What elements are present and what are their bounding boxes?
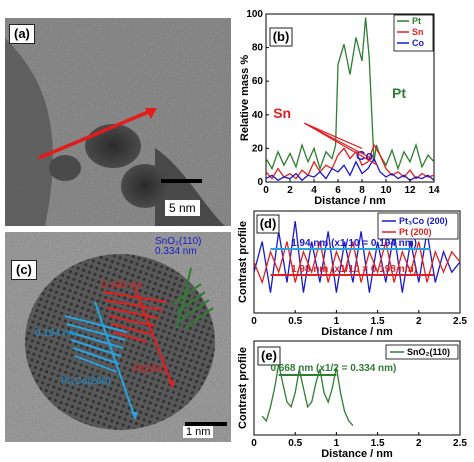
nanoparticle: [85, 124, 141, 168]
panel-d-label-box: [256, 214, 280, 234]
y-tick-label: 80: [252, 43, 264, 54]
x-tick-label: 1: [334, 316, 340, 327]
legend-label: SnO₂(110): [407, 347, 450, 357]
annotation-pointer: [304, 122, 363, 149]
series-line-sn: [265, 143, 435, 180]
y-tick-label: 60: [252, 76, 264, 87]
x-tick-label: 2: [416, 316, 422, 327]
x-tick-label: 1.5: [371, 438, 385, 449]
legend-box: [385, 344, 459, 360]
annotation-sno2: 0.668 nm (x1/2 = 0.334 nm): [270, 363, 396, 374]
sno2-annotation: SnO₂(110): [155, 236, 202, 247]
nanoparticle-lattice: [25, 254, 215, 430]
panel-d-label: (d): [260, 216, 277, 231]
scalebar-c-label: 1 nm: [183, 426, 214, 438]
x-tick-label: 0.5: [288, 316, 302, 327]
x-tick-label: 0: [251, 438, 257, 449]
chart-b-svg: 0 2 4 6 8 10 12 14 0 20 40 60 80 100 Distance / nm Rela…: [239, 9, 440, 205]
x-axis-label: Distance / nm: [321, 326, 393, 337]
legend-label: Pt (200): [399, 227, 432, 237]
pt3co-spacing: 0.194 nm: [35, 328, 77, 339]
line-scan-arrow: [38, 108, 154, 160]
chart-e-svg: 0 0.5 1 1.5 2 2.5 Distance / nm Contrast profil…: [237, 340, 467, 460]
pt-spacing: 0.198 nm: [101, 280, 143, 291]
y-axis-label: Relative mass %: [239, 55, 251, 141]
legend-label: Co: [412, 38, 424, 48]
hrtem-image-c: [5, 232, 231, 442]
x-tick-label: 0: [263, 185, 269, 196]
y-tick-label: 100: [246, 9, 263, 20]
annotation-pointer: [304, 122, 378, 166]
x-tick-label: 0: [251, 316, 257, 327]
x-tick-label: 12: [404, 185, 416, 196]
panel-a-tem-image: (a) 5 nm: [5, 18, 231, 226]
panel-b-label: (b): [273, 29, 290, 44]
x-tick-label: 2: [287, 185, 293, 196]
y-axis-label: Contrast profile: [237, 347, 249, 429]
x-tick-label: 4: [311, 185, 317, 196]
annotation-pt: Pt: [392, 85, 406, 101]
pt3co-fringes: [64, 301, 134, 413]
scalebar-a-label: 5 nm: [165, 200, 200, 216]
pt3co-annotation: Pt₃Co(200): [61, 376, 111, 387]
y-tick-label: 40: [252, 110, 264, 121]
x-tick-label: 8: [359, 185, 365, 196]
x-tick-label: 6: [335, 185, 341, 196]
y-tick-label: 20: [252, 143, 264, 154]
tem-image-a: [5, 18, 231, 226]
legend-label: Pt: [412, 16, 421, 26]
panel-d-chart: 0 0.5 1 1.5 2 2.5 Distance / nm Contrast profil…: [236, 205, 474, 337]
series-line-co: [265, 157, 435, 182]
panel-e-label-box: [257, 346, 281, 366]
annotation-sn: Sn: [273, 105, 291, 121]
series-line-sno110: [261, 364, 354, 427]
panel-b-label-box: [269, 27, 293, 47]
annotation-ptco: 1.94 nm (x1/10 = 0.194 nm): [291, 238, 417, 249]
x-tick-label: 1.5: [371, 316, 385, 327]
legend-box: [377, 212, 459, 240]
x-tick-label: 2.5: [453, 438, 467, 449]
x-tick-label: 2: [416, 438, 422, 449]
legend-label: Sn: [412, 27, 424, 37]
annotation-pt: 1.98 nm (x1/10 = 0.198 nm): [291, 264, 417, 275]
sno2-spacing: 0.334 nm: [155, 246, 197, 257]
x-axis-label: Distance / nm: [321, 448, 393, 460]
x-tick-label: 14: [428, 185, 440, 196]
legend-label: Pt₃Co (200): [399, 216, 448, 226]
y-tick-label: 0: [257, 177, 263, 188]
x-axis-label: Distance / nm: [314, 195, 386, 205]
panel-e-chart: 0 0.5 1 1.5 2 2.5 Distance / nm Contrast profil…: [236, 337, 474, 462]
pt-fringes: [102, 287, 172, 383]
x-tick-label: 1: [334, 438, 340, 449]
panel-c-hrtem-image: (c) SnO₂(110) 0.334 nm 0.198 nm Pt(200) …: [5, 232, 231, 442]
x-tick-label: 10: [380, 185, 392, 196]
panel-a-label: (a): [9, 24, 35, 44]
x-tick-label: 2.5: [453, 316, 467, 327]
panel-e-label: (e): [261, 348, 277, 363]
panel-b-chart: 0 2 4 6 8 10 12 14 0 20 40 60 80 100 Distance / nm Rela…: [236, 0, 474, 205]
y-axis-label: Contrast profile: [237, 221, 249, 303]
chart-d-svg: 0 0.5 1 1.5 2 2.5 Distance / nm Contrast profil…: [237, 210, 467, 337]
panel-c-label: (c): [11, 260, 37, 280]
series-line-pt: [265, 17, 435, 171]
pt-annotation: Pt(200): [133, 364, 166, 375]
sno2-fringes: [172, 267, 214, 329]
series-line-ptco200: [253, 221, 461, 293]
x-tick-label: 0.5: [288, 438, 302, 449]
